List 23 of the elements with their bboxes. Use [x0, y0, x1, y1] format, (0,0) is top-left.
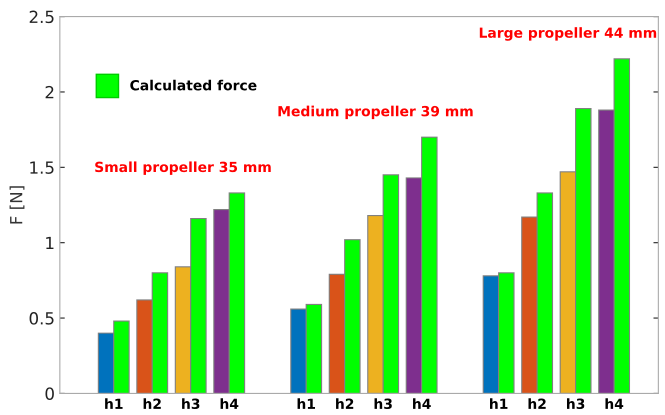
annotation: Large propeller 44 mm	[480, 27, 656, 41]
x-tick-label: h2	[336, 398, 354, 409]
x-tick-label: h1	[490, 398, 508, 409]
y-axis-title: F [N]	[10, 186, 24, 224]
annotation: Small propeller 35 mm	[95, 161, 271, 175]
x-tick-label: h4	[605, 398, 624, 409]
y-tick-label: 0	[45, 387, 54, 400]
x-tick-label: h1	[298, 398, 315, 409]
y-tick-label: 0.5	[30, 312, 54, 325]
x-tick-label: h2	[144, 398, 161, 409]
x-tick-label: h3	[182, 398, 200, 410]
x-tick-label: h4	[413, 398, 431, 409]
y-tick-label: 1.5	[30, 162, 54, 174]
y-tick-label: 1	[46, 236, 54, 250]
x-tick-label: h2	[528, 398, 546, 409]
y-tick-label: 2	[46, 86, 54, 98]
annotation: Medium propeller 39 mm	[278, 106, 473, 120]
x-tick-label: h3	[566, 398, 584, 410]
x-tick-label: h3	[374, 398, 392, 410]
legend-label: Calculated force	[130, 80, 256, 90]
y-tick-label: 2.5	[30, 10, 54, 24]
x-tick-label: h4	[220, 398, 238, 409]
x-tick-label: h1	[105, 398, 123, 409]
